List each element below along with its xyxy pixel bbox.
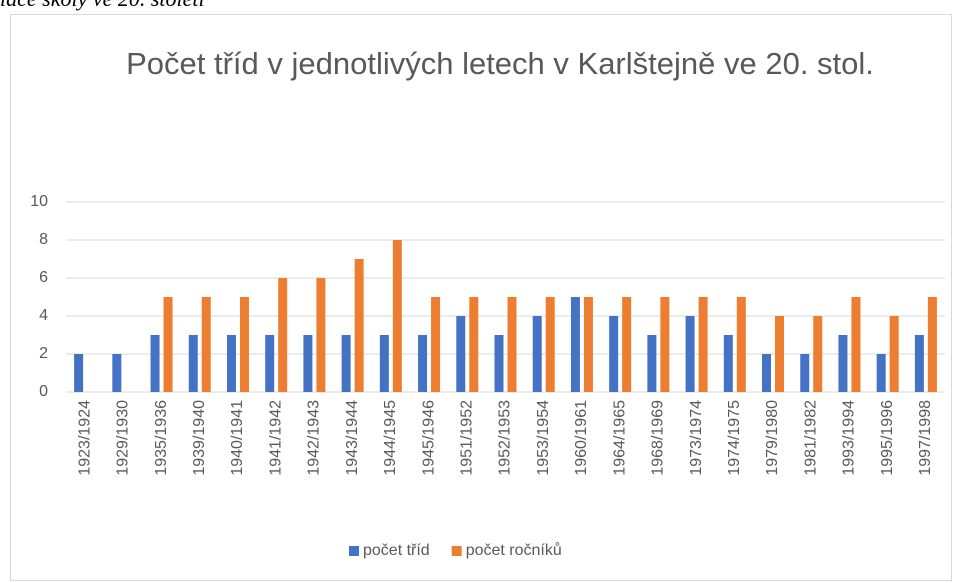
bar — [392, 240, 402, 392]
bar — [532, 316, 542, 392]
bar — [316, 278, 326, 392]
bar — [278, 278, 288, 392]
x-tick-label: 1973/1974 — [688, 400, 705, 476]
bar — [889, 316, 899, 392]
bar — [265, 335, 275, 392]
bar — [494, 335, 504, 392]
bar — [303, 335, 313, 392]
x-tick-label: 1952/1953 — [497, 400, 514, 476]
y-tick-label: 8 — [39, 231, 48, 248]
y-tick-label: 0 — [39, 383, 48, 400]
legend-swatch — [349, 546, 359, 556]
bar — [914, 335, 924, 392]
x-tick-label: 1979/1980 — [764, 400, 781, 476]
x-tick-label: 1944/1945 — [382, 400, 399, 476]
bar — [469, 297, 479, 392]
bar — [660, 297, 670, 392]
x-tick-label: 1964/1965 — [611, 400, 628, 476]
bar — [418, 335, 428, 392]
bar — [813, 316, 823, 392]
bar — [354, 259, 364, 392]
chart-border — [10, 14, 952, 581]
x-tick-label: 1941/1942 — [267, 400, 284, 476]
bar — [431, 297, 441, 392]
bar — [927, 297, 937, 392]
x-tick-label: 1960/1961 — [573, 400, 590, 476]
x-tick-label: 1981/1982 — [802, 400, 819, 476]
bar — [456, 316, 466, 392]
bar — [622, 297, 632, 392]
bar — [163, 297, 173, 392]
x-tick-label: 1945/1946 — [420, 400, 437, 476]
bar — [112, 354, 122, 392]
y-tick-label: 4 — [39, 307, 48, 324]
bar — [876, 354, 886, 392]
x-tick-label: 1951/1952 — [459, 400, 476, 476]
legend-label: počet tříd — [363, 542, 430, 559]
x-tick-label: 1940/1941 — [229, 400, 246, 476]
x-tick-label: 1995/1996 — [879, 400, 896, 476]
bar — [762, 354, 772, 392]
bar — [851, 297, 861, 392]
bar — [698, 297, 708, 392]
bar — [647, 335, 657, 392]
legend-label: počet ročníků — [466, 541, 562, 559]
bar — [723, 335, 733, 392]
bar — [775, 316, 785, 392]
bar — [838, 335, 848, 392]
x-tick-label: 1968/1969 — [650, 400, 667, 476]
bar — [226, 335, 236, 392]
bar — [545, 297, 555, 392]
legend-swatch — [451, 546, 462, 556]
x-tick-label: 1942/1943 — [306, 400, 323, 476]
bar — [188, 335, 198, 392]
x-tick-label: 1935/1936 — [153, 400, 170, 476]
bar — [201, 297, 211, 392]
bar — [239, 297, 249, 392]
bar — [609, 316, 619, 392]
bar — [150, 335, 160, 392]
bar — [570, 297, 580, 392]
y-tick-label: 2 — [39, 345, 48, 362]
x-tick-label: 1943/1944 — [344, 400, 361, 476]
x-tick-label: 1993/1994 — [841, 400, 858, 476]
y-tick-label: 6 — [39, 269, 48, 286]
bar — [685, 316, 695, 392]
y-tick-label: 10 — [30, 193, 48, 210]
bar — [736, 297, 746, 392]
bar — [583, 297, 593, 392]
bar — [507, 297, 517, 392]
x-tick-label: 1939/1940 — [191, 400, 208, 476]
x-tick-label: 1929/1930 — [115, 400, 132, 476]
x-tick-label: 1974/1975 — [726, 400, 743, 476]
bar — [74, 354, 84, 392]
x-tick-label: 1953/1954 — [535, 400, 552, 476]
x-tick-label: 1923/1924 — [76, 400, 93, 476]
x-tick-label: 1997/1998 — [917, 400, 934, 476]
bar — [379, 335, 389, 392]
bar — [341, 335, 351, 392]
bar — [800, 354, 810, 392]
caption: lace školy ve 20. století — [0, 0, 205, 12]
chart-title: Počet tříd v jednotlivých letech v Karlš… — [126, 46, 874, 81]
